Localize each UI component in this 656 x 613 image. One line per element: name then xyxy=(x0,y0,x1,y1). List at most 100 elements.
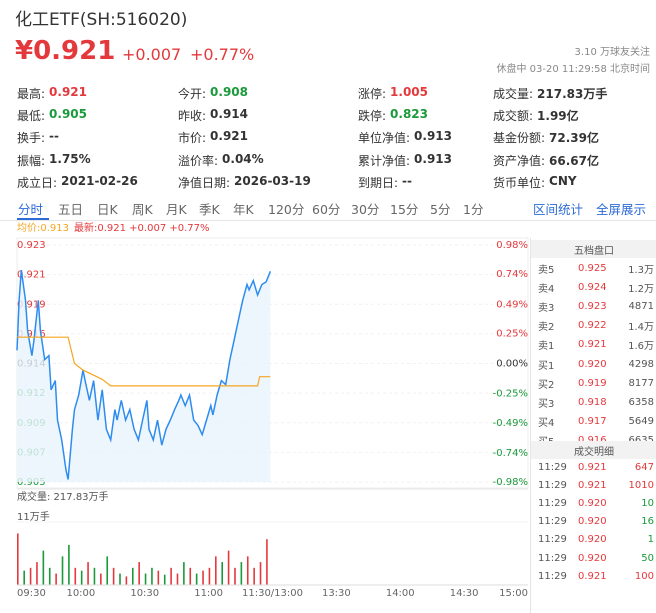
trade-price: 0.920 xyxy=(578,552,607,564)
x-tick-label: 15:00 xyxy=(499,588,528,599)
tab[interactable]: 1分 xyxy=(463,202,484,217)
tab[interactable]: 日K xyxy=(97,202,118,217)
order-qty: 1.4万 xyxy=(628,322,654,334)
tab[interactable]: 五日 xyxy=(58,202,84,217)
order-price: 0.919 xyxy=(578,377,607,389)
x-tick-label: 11:00 xyxy=(194,588,223,599)
stat-label: 到期日: xyxy=(358,175,399,190)
volume-bar xyxy=(93,567,96,585)
tab[interactable]: 60分 xyxy=(312,202,341,217)
volume-bar xyxy=(240,562,243,585)
tab-link[interactable]: 全屏展示 xyxy=(596,202,647,217)
stat-value: 0.913 xyxy=(414,129,453,144)
volume-bar xyxy=(157,570,160,585)
y2-tick-label: -0.74% xyxy=(493,448,528,459)
trade-volume: 100 xyxy=(634,570,654,582)
side: 卖3 xyxy=(538,302,555,314)
tab[interactable]: 月K xyxy=(166,202,187,217)
y2-tick-label: -0.25% xyxy=(493,389,528,400)
trade-row: 11:29 0.920 16 xyxy=(531,513,656,531)
trade-row: 11:29 0.920 1 xyxy=(531,531,656,549)
stat: 跌停: 0.823 xyxy=(358,107,493,124)
tab[interactable]: 季K xyxy=(199,202,220,217)
stat: 净值日期: 2026-03-19 xyxy=(178,174,358,191)
tab[interactable]: 年K xyxy=(233,202,254,217)
stat-value: -- xyxy=(49,129,60,144)
order-price: 0.916 xyxy=(578,435,620,446)
stat-label: 成交额: xyxy=(493,108,534,123)
volume-bar xyxy=(48,567,51,585)
tab[interactable]: 15分 xyxy=(390,202,419,217)
volume-bar xyxy=(119,573,121,585)
volume-bar xyxy=(55,573,57,585)
tab-link[interactable]: 区间统计 xyxy=(533,202,584,217)
stat-value: 0.913 xyxy=(414,151,453,166)
volume-bar xyxy=(80,570,83,585)
y2-tick-label: 0.49% xyxy=(496,299,528,310)
order-book-title: 五档盘口 xyxy=(531,240,656,258)
x-tick-label: 09:30 xyxy=(17,588,46,599)
volume-bar xyxy=(23,570,25,585)
y2-tick-label: 0.74% xyxy=(496,269,528,280)
change-pct: +0.77% xyxy=(190,45,255,64)
order-qty: 5649 xyxy=(628,416,654,428)
volume-bar xyxy=(106,556,109,585)
volume-bar xyxy=(74,567,77,585)
stat-label: 涨停: xyxy=(358,86,387,101)
tab[interactable]: 120分 xyxy=(268,202,305,217)
stat-value: 0.921 xyxy=(210,129,249,144)
side: 卖5 xyxy=(538,264,555,276)
stat-value: 0.823 xyxy=(390,106,429,121)
order-row: 卖4 0.924 1.2万 xyxy=(531,278,656,296)
stat-value: 0.914 xyxy=(210,106,249,121)
trade-row: 11:29 0.921 1010 xyxy=(531,476,656,494)
stat-label: 成交量: xyxy=(493,86,534,101)
tab[interactable]: 30分 xyxy=(351,202,380,217)
y-tick-label: 0.919 xyxy=(17,299,46,310)
legend-avg: 均价:0.913 xyxy=(17,222,69,234)
trade-row: 11:29 0.920 10 xyxy=(531,494,656,512)
side: 买1 xyxy=(538,360,555,372)
stat: 换手: -- xyxy=(17,129,178,146)
stats-row: 成立日: 2021-02-26 净值日期: 2026-03-19 到期日: -- 货币单位:… xyxy=(17,171,656,193)
title: 化工ETF(SH:516020) xyxy=(15,10,188,30)
side: 卖4 xyxy=(538,283,555,295)
followers[interactable]: 3.10 万球友关注 xyxy=(574,47,650,58)
x-tick-label: 14:30 xyxy=(450,588,479,599)
order-qty: 6358 xyxy=(628,396,654,408)
stat: 单位净值: 0.913 xyxy=(358,129,493,146)
stat: 累计净值: 0.913 xyxy=(358,152,493,169)
y2-tick-label: -0.98% xyxy=(493,477,528,488)
volume-bar xyxy=(68,544,70,585)
stat: 资产净值: 66.67亿 xyxy=(493,152,653,169)
stat-label: 基金份额: xyxy=(493,131,546,146)
stats-row: 最低: 0.905 昨收: 0.914 跌停: 0.823 成交额: 1.99亿 xyxy=(17,104,656,126)
trade-volume: 1010 xyxy=(628,479,654,491)
order-qty: 8177 xyxy=(628,377,654,389)
side: 卖2 xyxy=(538,322,555,334)
volume-bar xyxy=(221,562,223,585)
volume-bar xyxy=(151,567,153,585)
trade-price: 0.920 xyxy=(578,534,607,546)
x-tick-label: 11:30/13:00 xyxy=(242,588,303,599)
volume-bar xyxy=(246,556,249,585)
stat-value: 1.99亿 xyxy=(537,108,579,123)
stat-label: 累计净值: xyxy=(358,153,411,168)
stat: 成交额: 1.99亿 xyxy=(493,107,653,124)
tab[interactable]: 分时 xyxy=(18,202,44,217)
stat: 货币单位: CNY xyxy=(493,174,653,191)
y2-tick-label: 0.98% xyxy=(496,240,528,251)
side: 买4 xyxy=(538,418,555,430)
stat: 昨收: 0.914 xyxy=(178,107,358,124)
volume-bar xyxy=(144,573,147,585)
trade-time: 11:29 xyxy=(538,534,567,546)
stat: 振幅: 1.75% xyxy=(17,152,178,169)
order-row: 卖2 0.922 1.4万 xyxy=(531,317,656,335)
tab[interactable]: 周K xyxy=(132,202,153,217)
stat: 成交量: 217.83万手 xyxy=(493,85,653,102)
trade-row: 11:29 0.920 50 xyxy=(531,549,656,567)
tab-underline xyxy=(17,218,49,220)
tab[interactable]: 5分 xyxy=(430,202,451,217)
trade-row: 11:29 0.921 100 xyxy=(531,567,656,585)
volume-bar xyxy=(266,539,268,585)
